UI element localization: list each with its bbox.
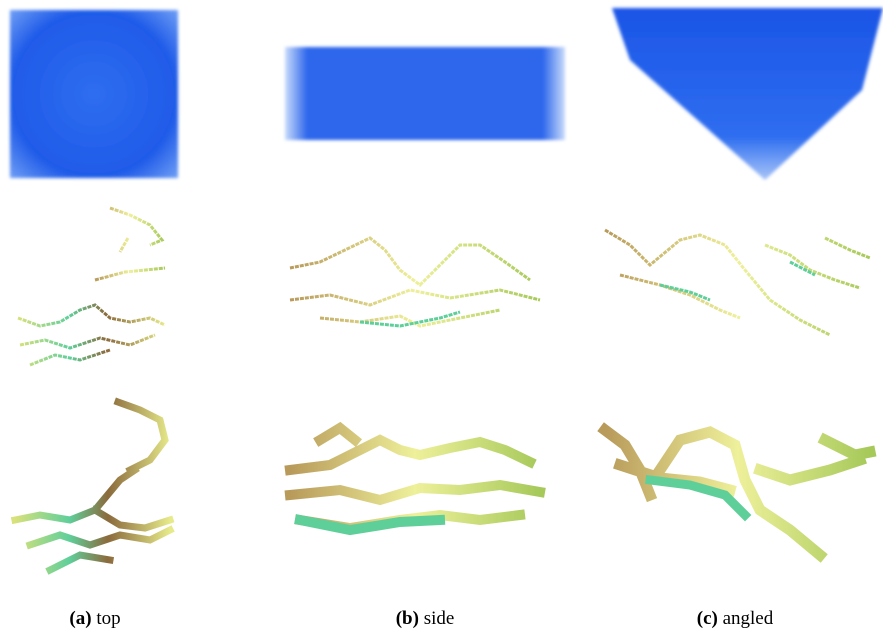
figure: (a) top (b) side (c) angled [0, 0, 883, 630]
caption: (a) top [69, 608, 120, 629]
volume-side [285, 47, 565, 140]
thin-paths [18, 208, 870, 365]
caption-text: side [424, 608, 455, 629]
caption-text: angled [723, 608, 774, 629]
caption: (b) side [396, 608, 455, 629]
volume-top [10, 10, 178, 178]
caption-label: (a) [69, 608, 91, 629]
caption-label: (c) [697, 608, 718, 629]
thick-paths [15, 402, 870, 570]
caption-text: top [96, 608, 120, 629]
volume-angled [612, 8, 883, 180]
caption-label: (b) [396, 608, 419, 629]
caption: (c) angled [697, 608, 774, 629]
